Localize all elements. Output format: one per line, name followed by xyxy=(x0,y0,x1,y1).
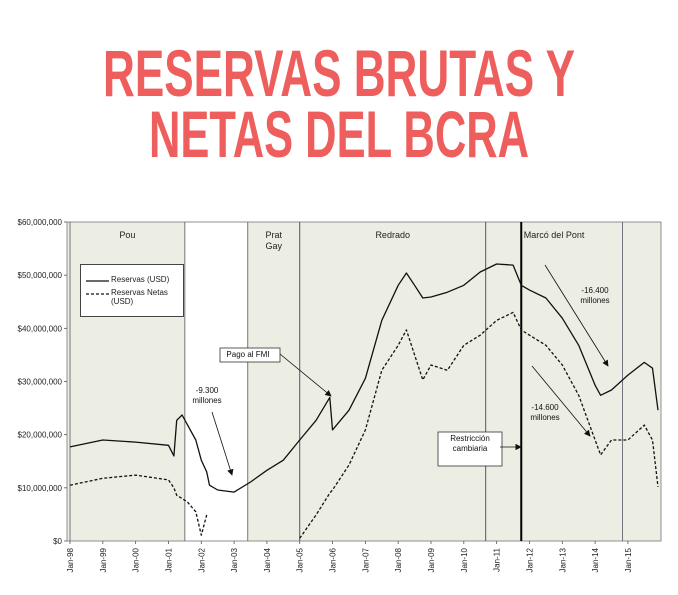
x-tick-label: Jan-07 xyxy=(361,547,370,572)
period-label: Gay xyxy=(265,241,282,251)
annotation-text: millones xyxy=(192,396,221,405)
annotation-arrow xyxy=(531,365,591,437)
annotation-box xyxy=(219,347,281,363)
chart-title: RESERVAS BRUTAS Y xyxy=(103,36,575,110)
x-tick-label: Jan-03 xyxy=(230,547,239,572)
annotation-text: Pago al FMI xyxy=(226,350,269,359)
x-tick-label: Jan-04 xyxy=(263,547,272,572)
annotation-text: millones xyxy=(530,413,559,422)
legend-swatch xyxy=(86,280,109,282)
y-tick-label: $30,000,000 xyxy=(18,378,63,387)
x-tick-label: Jan-14 xyxy=(591,547,600,572)
x-tick-label: Jan-98 xyxy=(66,547,75,572)
annotation-arrow xyxy=(279,353,332,397)
annotation-text: -9.300 xyxy=(196,386,219,395)
period-label: Prat xyxy=(265,230,282,240)
period-label: Marcó del Pont xyxy=(524,230,585,240)
x-tick-label: Jan-08 xyxy=(394,547,403,572)
series-line xyxy=(69,311,659,539)
x-tick-label: Jan-05 xyxy=(296,547,305,572)
annotation-arrow xyxy=(211,411,234,476)
x-tick-label: Jan-12 xyxy=(525,547,534,572)
annotation-text: cambiaria xyxy=(453,444,488,453)
legend-label: Reservas (USD) xyxy=(111,275,170,284)
annotation-arrow xyxy=(544,264,609,367)
x-tick-label: Jan-13 xyxy=(558,547,567,572)
x-tick-label: Jan-11 xyxy=(493,547,502,571)
x-tick-label: Jan-15 xyxy=(624,547,633,572)
annotation-text: -14.600 xyxy=(531,403,559,412)
x-tick-label: Jan-00 xyxy=(132,547,141,572)
y-tick-label: $40,000,000 xyxy=(18,324,63,333)
annotation-text: Restricción xyxy=(450,434,490,443)
period-label: Pou xyxy=(119,230,135,240)
plot-gap xyxy=(184,222,248,541)
series-line xyxy=(69,263,659,493)
y-tick-label: $60,000,000 xyxy=(18,218,63,227)
y-tick-label: $20,000,000 xyxy=(18,431,63,440)
chart-title: NETAS DEL BCRA xyxy=(149,97,529,171)
y-tick-label: $10,000,000 xyxy=(18,484,63,493)
annotation-text: -16.400 xyxy=(581,286,609,295)
legend-item: Reservas Netas (USD) xyxy=(85,288,179,306)
legend: Reservas (USD) Reservas Netas (USD) xyxy=(80,264,184,317)
x-tick-label: Jan-10 xyxy=(460,547,469,572)
x-tick-label: Jan-09 xyxy=(427,547,436,572)
x-tick-label: Jan-06 xyxy=(329,547,338,572)
legend-swatch xyxy=(86,293,109,295)
x-tick-label: Jan-02 xyxy=(197,547,206,572)
annotation-box xyxy=(437,431,503,467)
annotation-text: millones xyxy=(580,296,609,305)
y-tick-label: $0 xyxy=(53,537,62,546)
period-label: Redrado xyxy=(375,230,410,240)
x-tick-label: Jan-99 xyxy=(99,547,108,572)
x-tick-label: Jan-01 xyxy=(164,547,173,572)
legend-item: Reservas (USD) xyxy=(85,275,179,284)
legend-label: Reservas Netas (USD) xyxy=(111,288,168,306)
y-tick-label: $50,000,000 xyxy=(18,271,63,280)
